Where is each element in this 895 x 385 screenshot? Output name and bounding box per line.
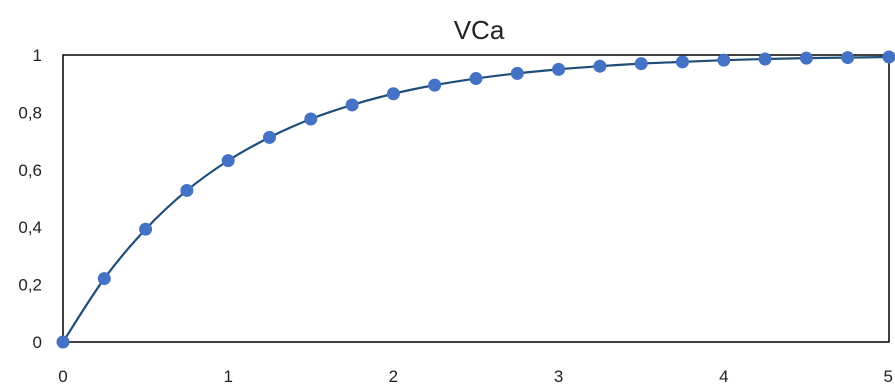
x-tick-label: 4 (719, 367, 728, 385)
data-point (180, 183, 194, 197)
y-tick-label: 0,6 (18, 161, 42, 180)
data-point (97, 272, 111, 286)
data-point (882, 50, 895, 64)
x-tick-label: 1 (223, 367, 232, 385)
x-tick-label: 2 (389, 367, 398, 385)
series-layer (56, 50, 895, 349)
data-point (56, 335, 70, 349)
data-point (841, 51, 855, 65)
data-point (386, 87, 400, 101)
y-axis-tick-labels: 0 0,2 0,4 0,6 0,8 1 (18, 46, 42, 352)
y-tick-label: 0 (33, 333, 42, 352)
data-point (304, 112, 318, 126)
plot-area-frame (62, 54, 890, 343)
x-axis-tick-labels: 0 1 2 3 4 5 (58, 367, 893, 385)
data-point (593, 59, 607, 73)
x-tick-label: 5 (884, 367, 893, 385)
data-point (634, 57, 648, 71)
y-tick-label: 1 (33, 46, 42, 65)
chart-title: VCa (454, 15, 505, 45)
data-point (139, 222, 153, 236)
y-tick-label: 0,4 (18, 218, 42, 237)
data-point (510, 66, 524, 80)
x-tick-label: 0 (58, 367, 67, 385)
data-point (345, 98, 359, 112)
data-point (263, 130, 276, 144)
data-point (469, 72, 483, 86)
x-tick-label: 3 (554, 367, 563, 385)
data-point (676, 55, 689, 69)
data-point (552, 62, 566, 76)
y-tick-label: 0,8 (18, 103, 42, 122)
data-point (799, 51, 813, 65)
data-point (717, 53, 731, 67)
series-line (62, 55, 890, 343)
data-point (428, 78, 442, 92)
data-point (758, 52, 772, 66)
data-point (221, 154, 235, 168)
y-tick-label: 0,2 (18, 276, 42, 295)
